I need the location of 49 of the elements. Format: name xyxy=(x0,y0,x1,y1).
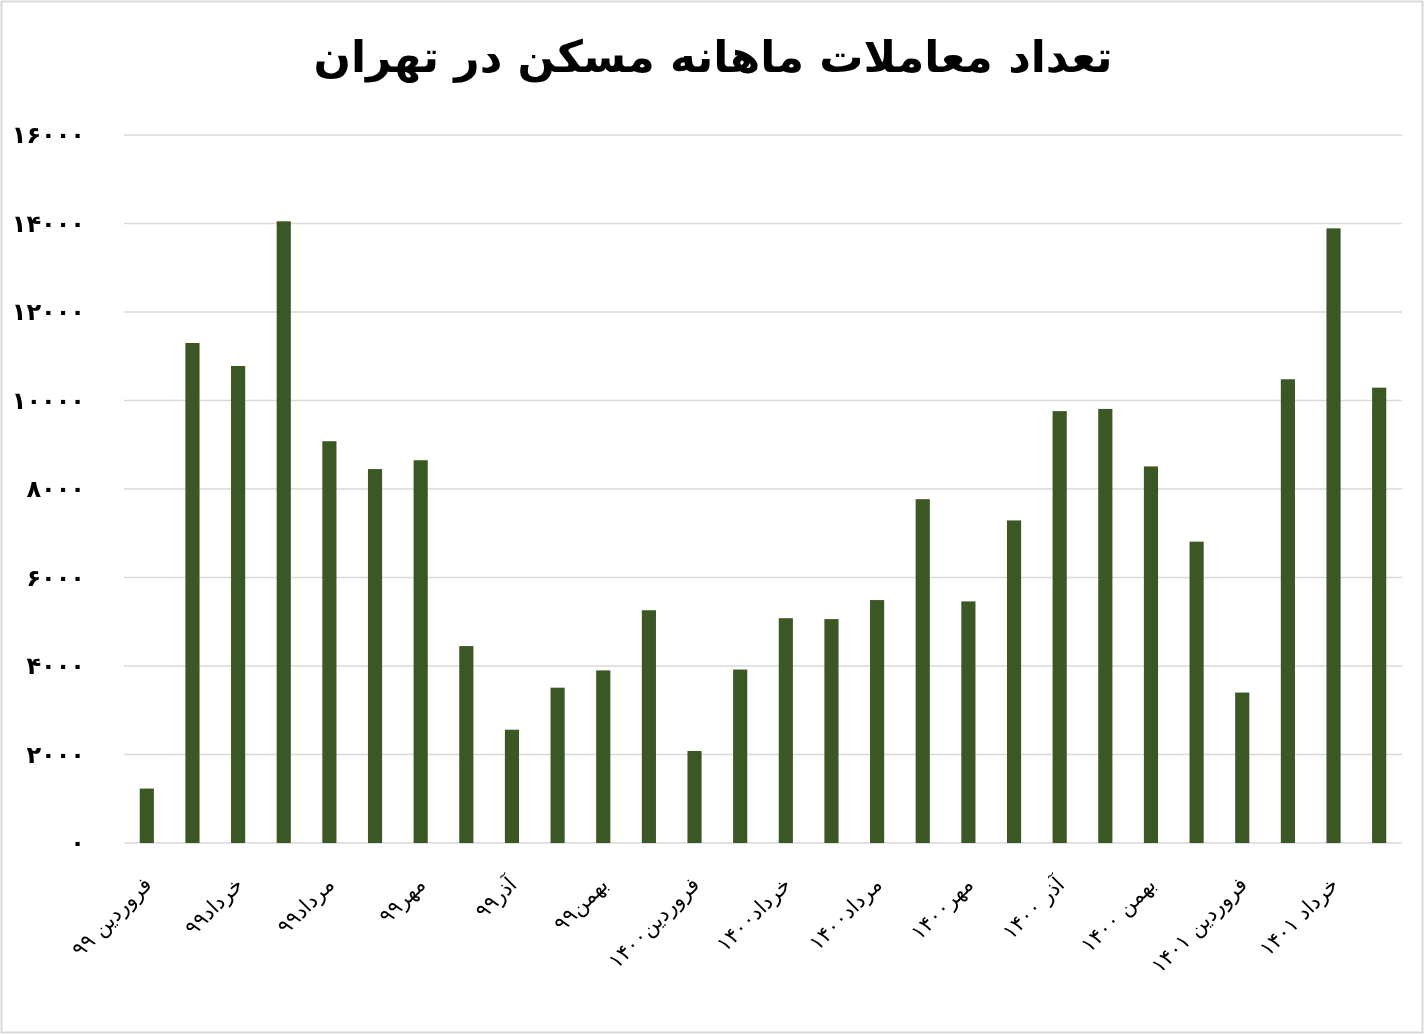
x-tick-label: خرداد ۱۴۰۱ xyxy=(1254,872,1344,961)
bar xyxy=(413,460,428,843)
x-tick-label: خرداد۱۴۰۰ xyxy=(711,872,796,957)
x-tick-label: آذر۹۹ xyxy=(469,871,523,924)
y-tick-label: ۱۰۰۰۰ xyxy=(11,386,85,415)
bar xyxy=(1098,408,1113,843)
bar xyxy=(1143,466,1159,843)
bar xyxy=(687,750,702,843)
y-tick-label: ۱۴۰۰۰ xyxy=(11,209,85,238)
bar xyxy=(139,788,154,843)
bar xyxy=(1372,387,1387,843)
x-tick-label: مرداد۹۹ xyxy=(272,872,339,939)
y-tick-label: ۰ xyxy=(70,829,85,857)
x-tick-label: بهمن۹۹ xyxy=(548,872,613,937)
bar xyxy=(276,221,291,843)
x-tick-label: آذر ۱۴۰۰ xyxy=(996,871,1071,945)
bar xyxy=(824,619,839,843)
bar xyxy=(1280,379,1295,843)
bar xyxy=(915,499,930,843)
y-tick-label: ۱۶۰۰۰ xyxy=(11,121,85,149)
y-tick-label: ۸۰۰۰ xyxy=(26,475,85,503)
y-tick-label: ۶۰۰۰ xyxy=(26,563,85,592)
x-tick-label: فروردین ۹۹ xyxy=(67,872,157,962)
bar xyxy=(733,669,748,843)
bar xyxy=(641,610,656,843)
bar xyxy=(961,601,976,843)
bar xyxy=(367,469,383,843)
chart-title: تعداد معاملات ماهانه مسکن در تهران xyxy=(313,31,1113,83)
bar xyxy=(778,618,793,843)
x-tick-label: مهر۹۹ xyxy=(374,872,431,929)
bar xyxy=(185,342,200,843)
x-tick-label: مرداد۱۴۰۰ xyxy=(804,872,887,955)
bar xyxy=(1189,541,1204,843)
x-tick-label: مهر۱۴۰۰ xyxy=(906,872,978,945)
y-tick-label: ۴۰۰۰ xyxy=(26,652,85,680)
bar xyxy=(459,646,474,843)
bar xyxy=(1052,411,1067,843)
bar xyxy=(870,600,885,843)
bar xyxy=(596,670,611,843)
bar xyxy=(550,687,565,843)
y-tick-label: ۲۰۰۰ xyxy=(26,740,85,769)
bar xyxy=(1006,520,1022,843)
bar xyxy=(1326,228,1341,843)
bar xyxy=(504,729,520,843)
bar xyxy=(1235,692,1250,843)
y-tick-label: ۱۲۰۰۰ xyxy=(11,298,85,326)
x-tick-label: خرداد۹۹ xyxy=(179,872,248,941)
bar xyxy=(322,441,337,843)
bar xyxy=(231,365,246,843)
